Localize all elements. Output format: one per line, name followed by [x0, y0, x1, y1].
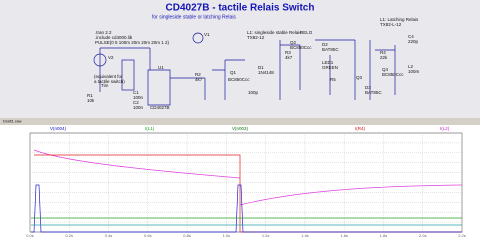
traces: [31, 149, 463, 233]
x-tick-label: 1.4s: [301, 233, 309, 238]
schematic-label: BAT85C: [365, 90, 382, 95]
x-tick-label: 0.0s: [26, 233, 34, 238]
schematic-label: 4k7: [285, 55, 293, 60]
x-tick-label: 1.6s: [340, 233, 348, 238]
schematic-label: RELO: [300, 30, 313, 35]
schematic-label: R1: [87, 93, 93, 98]
x-tick-label: 0.6s: [144, 233, 152, 238]
schematic-label: R2: [195, 72, 201, 77]
schematic-label: L1: Latching Relais: [380, 17, 419, 22]
schematic-label: C4: [408, 34, 414, 39]
schematic-label: 22k: [380, 55, 388, 60]
x-tick-label: 0.4s: [105, 233, 113, 238]
x-tick-label: 1.8s: [380, 233, 388, 238]
schematic-label: PULSE(0 5 100m 20m 20m 20m 1 2): [95, 40, 170, 45]
schematic-label: 100n: [133, 95, 144, 100]
schematic-label: R3: [285, 50, 291, 55]
wires: [93, 32, 396, 106]
schematic-label: BC850Ccc: [228, 77, 250, 82]
x-tick-label: 2.0s: [419, 233, 427, 238]
schematic-label: R4: [380, 50, 386, 55]
schematic-label: V1: [204, 32, 210, 37]
schematic-label: C1: [133, 90, 139, 95]
schematic-label: Q4: [382, 67, 389, 72]
schematic-label: R5: [330, 77, 336, 82]
trace-label[interactable]: V(n004): [50, 126, 67, 131]
x-tick-label: 1.0s: [223, 233, 231, 238]
schematic-label: TX82-12: [247, 35, 265, 40]
window-title: Draft1.raw: [3, 119, 22, 124]
schematic-label: Q1: [230, 70, 237, 75]
schematic-label: BC850Ccc: [382, 72, 404, 77]
schematic-label: L2: [408, 64, 414, 69]
schematic-label: LED1: [322, 60, 334, 65]
schematic-label: D2: [322, 42, 328, 47]
schematic-subtitle: for singleside stable or latching Relais: [152, 14, 236, 20]
schematic-label: GREEN: [322, 65, 338, 70]
schematic-label: (equivalent for: [94, 74, 123, 79]
schematic-label: L1: singleside stable Relais: [247, 30, 302, 35]
schematic-label: 100p: [248, 90, 259, 95]
grid: [29, 133, 463, 232]
schematic-title: CD4027B - tactile Relais Switch: [166, 3, 315, 14]
schematic-label: 10k: [87, 98, 95, 103]
trace-label[interactable]: I(R4): [355, 126, 366, 131]
schematic-label: Q2: [290, 40, 297, 45]
schematic-label: D3: [365, 85, 371, 90]
schematic-label: BAT85C: [322, 47, 339, 52]
schematic-label: U1: [158, 65, 164, 70]
schematic-label: V2: [108, 55, 114, 60]
schematic-label: 1N4148: [258, 70, 274, 75]
schematic-label: Tim: [101, 83, 109, 88]
window-titlebar[interactable]: [0, 118, 480, 125]
x-tick-label: 1.2s: [262, 233, 270, 238]
schematic-label: TX82-L-12: [380, 22, 402, 27]
x-tick-label: 0.8s: [183, 233, 191, 238]
schematic-label: C2: [133, 100, 139, 105]
schematic-label: CD4027B: [150, 105, 170, 110]
x-tick-label: 0.2s: [65, 233, 73, 238]
schematic-bg: [0, 0, 480, 118]
schematic-label: BC850Ccc: [290, 45, 312, 50]
schematic-label: .include cd4000.lib: [95, 35, 133, 40]
trace-label[interactable]: I(L1): [145, 126, 155, 131]
schematic-label: Q3: [356, 75, 363, 80]
schematic-label: 220p: [408, 39, 419, 44]
trace-label[interactable]: V(n003): [232, 126, 249, 131]
schematic-label: 100n: [133, 105, 144, 110]
schematic-label: D1: [258, 65, 264, 70]
schematic-label: 100m: [408, 69, 420, 74]
schematic-label: 4k7: [195, 77, 203, 82]
schematic-label: .tran 2.2: [95, 30, 112, 35]
schematic-label: a tactile switch): [94, 79, 125, 84]
trace-label[interactable]: I(L2): [440, 126, 450, 131]
x-tick-label: 2.2s: [458, 233, 466, 238]
